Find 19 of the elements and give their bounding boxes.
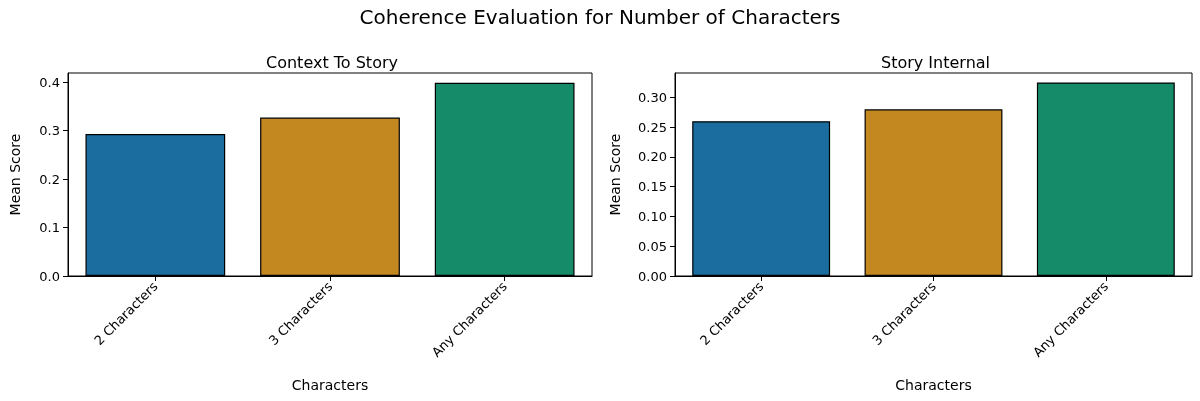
y-tick-label: 0.05 [638,238,667,254]
y-tick-label: 0.25 [638,119,667,135]
chart-subtitle: Context To Story [266,52,398,72]
y-tick-label: 0.15 [638,179,667,195]
y-tick-label: 0.10 [638,208,667,224]
x-axis-title: Characters [291,377,369,393]
y-tick-label: 0.2 [39,171,60,187]
y-tick-label: 0.30 [638,89,667,105]
y-tick-label: 0.4 [39,74,60,90]
chart-title: Coherence Evaluation for Number of Characters [358,4,842,31]
y-tick-label: 0.3 [39,123,60,139]
y-tick-label: 0.20 [638,149,667,165]
x-axis-title: Characters [895,377,972,393]
y-axis-title: Mean Score [7,133,23,216]
y-tick-label: 0.0 [39,268,60,284]
chart-subtitle: Story Internal [880,52,991,72]
y-tick-label: 0.1 [39,220,60,236]
y-axis-title: Mean Score [607,133,623,216]
y-tick-label: 0.00 [638,268,667,284]
